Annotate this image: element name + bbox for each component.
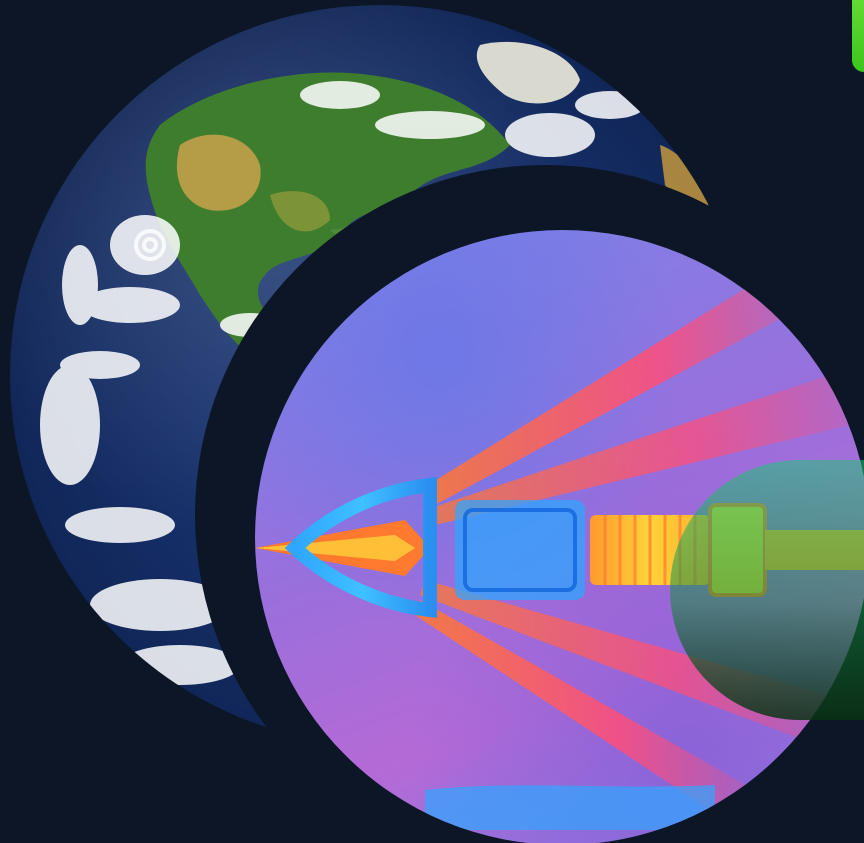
plains-region xyxy=(270,191,330,232)
nozzle-body-outline xyxy=(463,508,577,592)
cloud-layer xyxy=(40,81,645,685)
spray-jet-upper-1 xyxy=(420,270,815,505)
nozzle-body xyxy=(455,500,585,600)
spray-jet-upper-2 xyxy=(425,370,864,525)
cool-band-bottom xyxy=(425,785,715,830)
thermal-plume-graphic xyxy=(255,270,864,830)
green-corner-tab xyxy=(852,0,864,72)
greenland xyxy=(476,41,580,104)
center-jet-core xyxy=(255,535,415,561)
spray-jet-lower-1 xyxy=(420,580,845,750)
hurricane-swirl xyxy=(134,229,166,261)
green-accent-shape xyxy=(670,460,864,720)
spray-jet-lower-2 xyxy=(415,600,755,820)
nozzle-tip xyxy=(284,477,437,618)
desert-region xyxy=(176,134,261,211)
